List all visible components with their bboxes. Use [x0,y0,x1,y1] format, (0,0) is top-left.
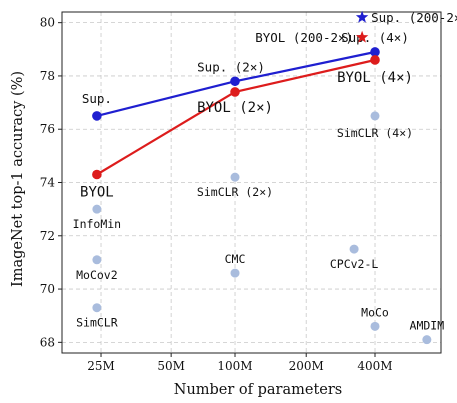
other-method-label: SimCLR [76,316,118,330]
series-point [230,76,240,87]
series-point-label: Sup. (2×) [197,59,265,74]
y-tick-label: 68 [40,335,55,349]
series-point-label: BYOL (2×) [197,100,273,116]
x-tick-label: 50M [157,359,185,373]
series-point-label: Sup. (4×) [341,30,409,45]
series-point [92,111,102,121]
series-point [370,55,380,65]
star-marker [355,10,369,23]
x-tick-label: 25M [87,359,115,373]
y-tick-label: 76 [40,122,55,136]
other-method-point [92,255,102,265]
x-tick-label: 200M [289,359,324,373]
other-methods: InfoMin MoCov2 SimCLR SimCLR (2×) CMC SimCLR … [73,111,445,345]
y-tick-label: 70 [40,282,55,296]
other-method-label: InfoMin [73,217,121,231]
series-point [92,169,102,180]
other-method-point [370,321,380,331]
other-method-label: MoCov2 [76,268,118,282]
other-method-label: CPCv2-L [330,257,379,271]
x-tick-label: 400M [357,359,392,373]
other-method-point [230,268,240,278]
star-markers: Sup. (200-2×) BYOL (200-2×) [255,10,457,45]
series-point-label: Sup. [82,91,112,106]
star-label: BYOL (200-2×) [255,30,353,45]
other-method-label: AMDIM [410,319,445,333]
y-axis-ticks: 68 70 72 74 76 78 80 [40,16,62,349]
other-method-point [370,111,380,121]
y-tick-label: 72 [40,229,55,243]
other-method-label: MoCo [361,305,389,319]
star-marker [355,30,369,43]
other-method-label: CMC [225,252,246,266]
other-method-point [92,204,102,214]
y-tick-label: 80 [40,16,55,30]
x-axis-ticks: 25M 50M 100M 200M 400M [87,353,393,373]
other-method-label: SimCLR (2×) [197,185,273,199]
x-tick-label: 100M [217,359,252,373]
other-method-point [422,335,432,345]
series-point [370,47,380,57]
other-method-point [92,303,102,313]
y-tick-label: 74 [40,176,56,190]
series-point-label: BYOL (4×) [337,70,413,86]
star-label: Sup. (200-2×) [371,10,457,25]
y-tick-label: 78 [40,69,55,83]
y-axis-title: ImageNet top-1 accuracy (%) [10,71,26,287]
other-method-label: SimCLR (4×) [337,126,413,140]
other-method-point [349,244,359,254]
series-lines: Sup. Sup. (2×) Sup. (4×) BYOL BYOL (2×) BYOL … [80,30,413,201]
series-point [230,87,240,97]
grid [62,12,441,353]
x-axis-title: Number of parameters [174,382,343,398]
other-method-point [230,172,240,182]
series-point-label: BYOL [80,185,114,201]
